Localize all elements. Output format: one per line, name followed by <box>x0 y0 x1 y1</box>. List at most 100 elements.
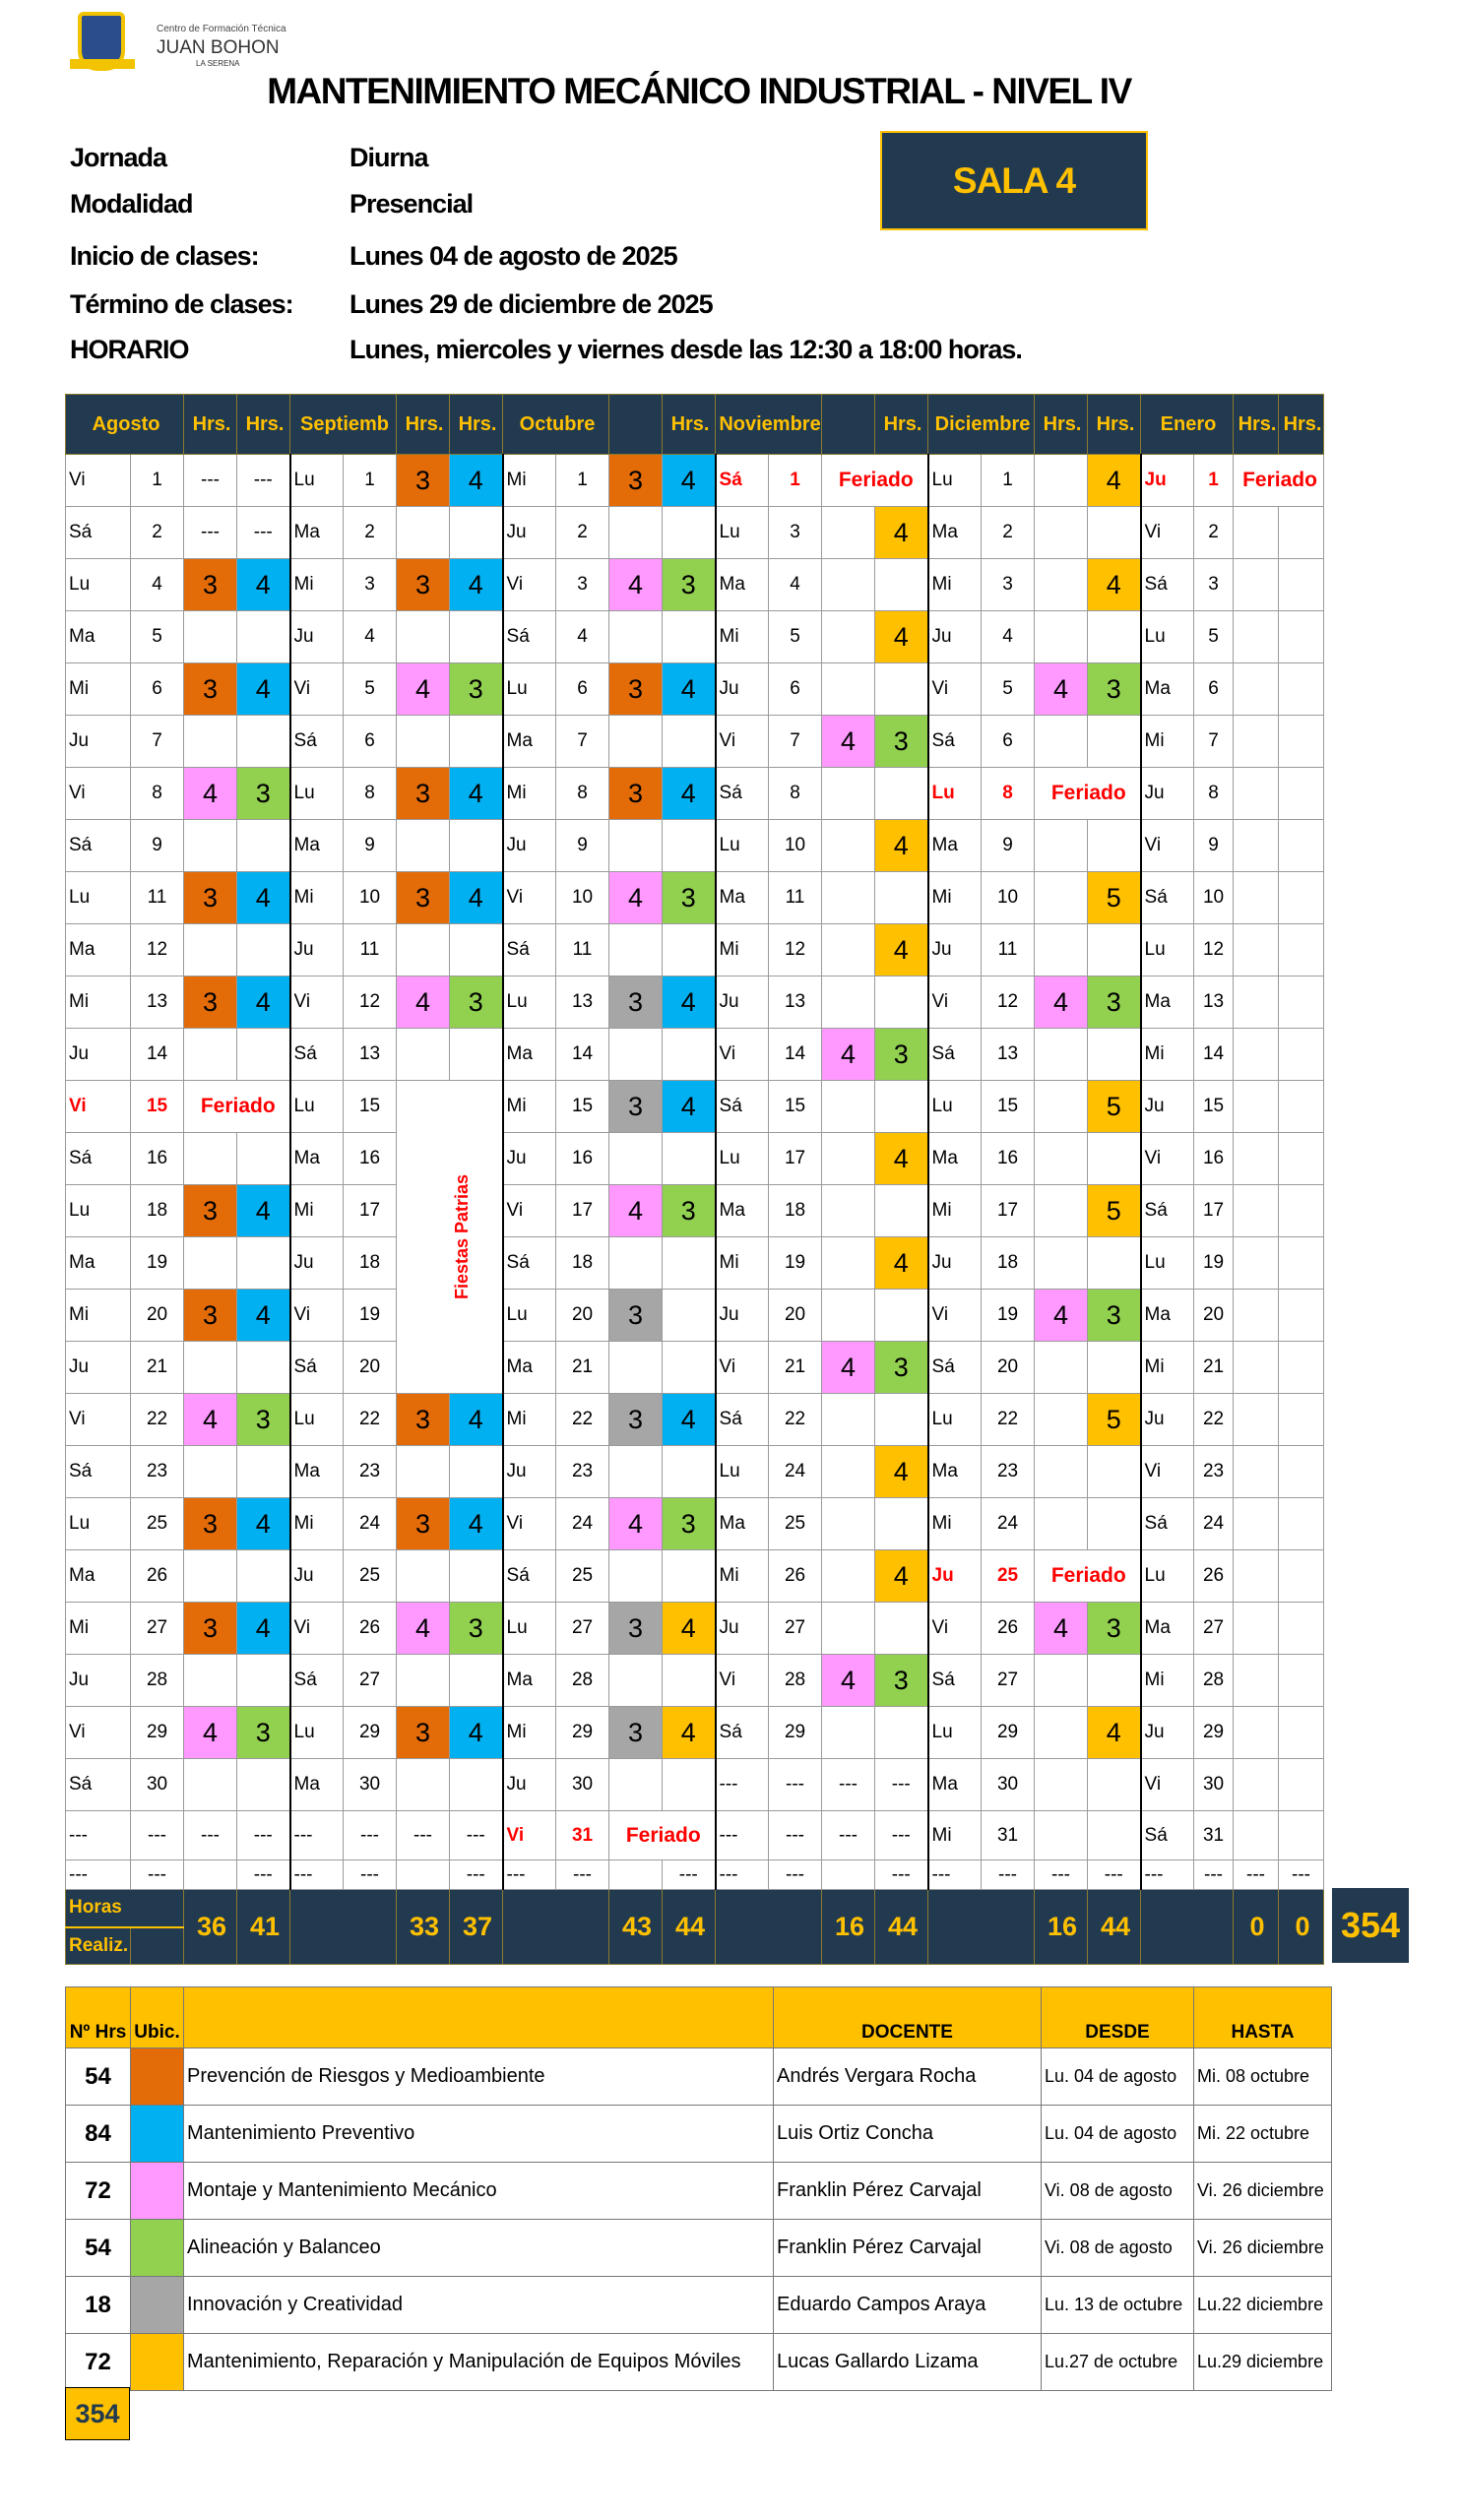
day-name: Sá <box>65 1758 131 1811</box>
hours-cell: 4 <box>874 610 929 663</box>
info-value-termino: Lunes 29 de diciembre de 2025 <box>349 289 714 319</box>
hours-cell: 3 <box>1087 662 1142 716</box>
day-number: 31 <box>1193 1810 1235 1860</box>
day-number: 18 <box>343 1236 398 1290</box>
hours-cell <box>1233 767 1280 820</box>
day-name: Sá <box>65 1445 131 1498</box>
hours-cell <box>183 1758 238 1811</box>
hours-cell: --- <box>449 1859 504 1890</box>
day-number: 13 <box>1193 976 1235 1029</box>
hours-cell <box>449 1445 504 1498</box>
day-name: Vi <box>288 662 345 716</box>
day-number: 20 <box>129 1289 185 1342</box>
day-number: 22 <box>555 1393 610 1446</box>
legend-row: 54 Prevención de Riesgos y Medioambiente A… <box>65 2048 1332 2106</box>
hours-cell <box>608 715 664 768</box>
hours-cell <box>1278 1706 1325 1759</box>
day-name: Vi <box>1139 1445 1195 1498</box>
day-number: 23 <box>129 1445 185 1498</box>
legend-table: Nº Hrs Ubic. DOCENTE DESDE HASTA 54 Prevención… <box>65 1986 1332 2391</box>
hours-cell: 3 <box>662 1497 717 1550</box>
day-number: 7 <box>1193 715 1235 768</box>
totals-label-realiz: Realiz. <box>65 1926 131 1965</box>
day-number: 23 <box>981 1445 1036 1498</box>
day-number: 26 <box>981 1602 1036 1655</box>
day-name: Sá <box>926 1341 983 1394</box>
hours-cell: 4 <box>1034 976 1089 1029</box>
hours-cell: 4 <box>236 871 291 924</box>
day-name: Mi <box>1139 1028 1195 1081</box>
hours-cell <box>874 1706 929 1759</box>
day-number: 8 <box>555 767 610 820</box>
info-label-modalidad: Modalidad <box>70 189 193 219</box>
hours-cell: 4 <box>236 662 291 716</box>
day-name: --- <box>65 1810 131 1860</box>
day-number: 27 <box>1193 1602 1235 1655</box>
hours-cell: 4 <box>874 1445 929 1498</box>
hours-cell: 4 <box>662 454 717 507</box>
day-number: 4 <box>981 610 1036 663</box>
hours-cell <box>608 1132 664 1185</box>
day-name: Ju <box>501 1445 557 1498</box>
hours-cell <box>608 1236 664 1290</box>
hours-cell: 3 <box>183 1602 238 1655</box>
hours-cell: 4 <box>1087 454 1142 507</box>
day-number: 3 <box>768 506 823 559</box>
holiday-label: Feriado <box>1233 454 1325 507</box>
hours-cell: 4 <box>821 1341 876 1394</box>
day-name: Ju <box>926 1549 983 1603</box>
hours-cell <box>1233 819 1280 872</box>
day-name: Vi <box>65 454 131 507</box>
hours-cell: 3 <box>236 767 291 820</box>
calendar-row: Lu 25 3 4 Mi 24 3 4 Vi 24 4 3 Ma 25 Mi 24 Sá 24 <box>65 1497 1325 1550</box>
calendar-row: Mi 27 3 4 Vi 26 4 3 Lu 27 3 4 Ju 27 Vi 26 4 3 Ma 27 <box>65 1602 1325 1655</box>
hours-cell <box>1034 506 1089 559</box>
hours-cell <box>1278 1758 1325 1811</box>
hours-cell <box>874 1497 929 1550</box>
hours-cell <box>874 1602 929 1655</box>
hours-cell <box>1034 1706 1089 1759</box>
day-number: 10 <box>555 871 610 924</box>
legend-row: 72 Mantenimiento, Reparación y Manipulaci… <box>65 2333 1332 2391</box>
hours-cell <box>1034 1654 1089 1707</box>
hours-cell: 3 <box>396 454 451 507</box>
month-total-hours: 41 <box>236 1889 291 1965</box>
hours-cell <box>1087 715 1142 768</box>
hours-cell <box>183 610 238 663</box>
hours-cell <box>874 1080 929 1133</box>
hours-cell <box>821 923 876 976</box>
hours-cell <box>821 1393 876 1446</box>
hours-cell: 4 <box>874 506 929 559</box>
module-color-swatch <box>130 2048 184 2106</box>
hours-cell <box>1233 1132 1280 1185</box>
day-name: Sá <box>288 1654 345 1707</box>
day-number: 16 <box>555 1132 610 1185</box>
hours-cell: 3 <box>662 871 717 924</box>
hours-cell: --- <box>874 1810 929 1860</box>
day-name: Ju <box>65 1341 131 1394</box>
hours-cell <box>1278 1654 1325 1707</box>
module-name: Prevención de Riesgos y Medioambiente <box>183 2048 774 2106</box>
day-number: --- <box>1193 1859 1235 1890</box>
day-number: 12 <box>129 923 185 976</box>
hours-cell <box>821 610 876 663</box>
hours-cell <box>1087 819 1142 872</box>
hours-cell <box>608 1549 664 1603</box>
day-number: 25 <box>343 1549 398 1603</box>
day-name: Sá <box>714 1706 770 1759</box>
day-name: Mi <box>714 1236 770 1290</box>
day-number: 24 <box>343 1497 398 1550</box>
hours-cell: 4 <box>662 1706 717 1759</box>
day-number: 28 <box>129 1654 185 1707</box>
hours-cell <box>1233 1758 1280 1811</box>
hours-cell: 5 <box>1087 871 1142 924</box>
hours-cell <box>449 610 504 663</box>
day-number: 1 <box>768 454 823 507</box>
hours-cell: 3 <box>1087 1289 1142 1342</box>
hours-cell <box>183 1132 238 1185</box>
module-name: Mantenimiento Preventivo <box>183 2105 774 2163</box>
day-name: Lu <box>926 1393 983 1446</box>
day-number: 15 <box>768 1080 823 1133</box>
hours-cell: 3 <box>236 1706 291 1759</box>
day-name: --- <box>714 1859 770 1890</box>
